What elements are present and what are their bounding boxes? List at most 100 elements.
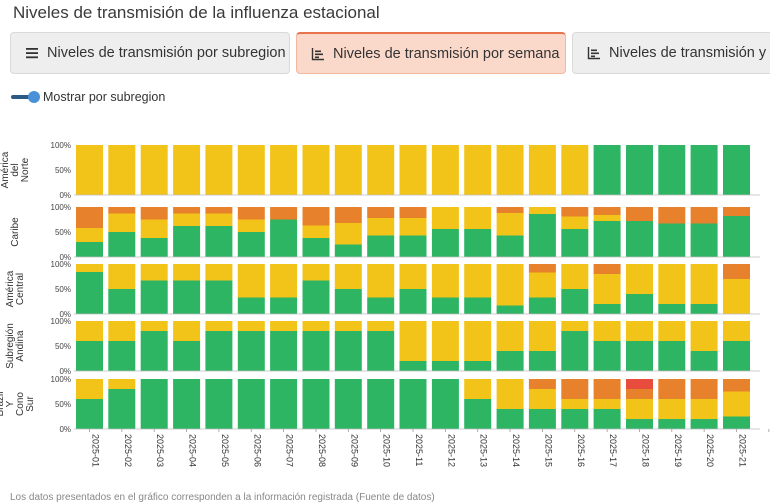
bar-segment: [723, 279, 750, 314]
bar-segment: [76, 228, 103, 242]
bar-segment: [432, 298, 459, 315]
y-tick-label: 50%: [55, 166, 71, 175]
x-tick-label: 2025-13: [479, 434, 489, 467]
bar-segment: [108, 232, 135, 257]
bar-segment: [400, 379, 427, 429]
bar-segment: [205, 281, 232, 315]
bar-segment: [270, 298, 297, 315]
bar-segment: [561, 217, 588, 230]
bar-segment: [303, 321, 330, 331]
tab-bar: Niveles de transmisión por subregion Niv…: [0, 32, 770, 76]
bar-segment: [432, 361, 459, 371]
panel-label: BrazilYConoSur: [0, 391, 36, 416]
bar-segment: [303, 145, 330, 195]
bar-segment: [141, 321, 168, 331]
bar-segment: [238, 321, 265, 331]
bar-segment: [464, 361, 491, 371]
bar-segment: [400, 236, 427, 258]
bar-segment: [270, 264, 297, 298]
bar-segment: [303, 331, 330, 371]
bar-segment: [141, 331, 168, 371]
bar-segment: [238, 379, 265, 429]
bar-segment: [529, 409, 556, 429]
subregion-toggle[interactable]: Mostrar por subregion: [11, 90, 165, 104]
x-tick-label: 2025-02: [123, 434, 133, 467]
bar-segment: [367, 321, 394, 331]
panel-label: AméricaCentral: [5, 270, 26, 307]
bar-segment: [108, 264, 135, 289]
bar-segment: [432, 229, 459, 257]
x-tick-label: 2025-06: [252, 434, 262, 467]
bar-segment: [238, 264, 265, 298]
bar-segment: [497, 207, 524, 213]
toggle-switch[interactable]: [11, 90, 37, 104]
bar-segment: [529, 379, 556, 389]
bar-segment: [497, 321, 524, 351]
bar-segment: [691, 321, 718, 351]
bar-segment: [205, 145, 232, 195]
bar-segment: [691, 351, 718, 371]
bar-segment: [626, 207, 653, 221]
bar-segment: [173, 264, 200, 281]
bar-segment: [76, 272, 103, 314]
bar-segment: [723, 392, 750, 417]
bar-segment: [303, 379, 330, 429]
bar-segment: [561, 264, 588, 289]
bar-segment: [561, 321, 588, 331]
bar-segment: [205, 331, 232, 371]
bar-chart-icon: [311, 47, 325, 61]
bar-segment: [400, 207, 427, 218]
bar-chart-icon: [587, 46, 601, 60]
bar-segment: [108, 321, 135, 341]
bar-segment: [270, 321, 297, 331]
bar-segment: [238, 331, 265, 371]
tab-transmision-y-te[interactable]: Niveles de transmisión y te: [572, 32, 770, 74]
bar-segment: [238, 298, 265, 315]
bar-segment: [270, 220, 297, 258]
bar-segment: [658, 341, 685, 371]
bar-segment: [497, 264, 524, 306]
bar-segment: [108, 145, 135, 195]
bar-segment: [594, 264, 621, 274]
bar-segment: [626, 294, 653, 314]
bar-segment: [561, 331, 588, 371]
bar-segment: [335, 331, 362, 371]
x-tick-label: 2025-14: [511, 434, 521, 467]
bar-segment: [205, 321, 232, 331]
bar-segment: [367, 218, 394, 236]
x-tick-label: 2025-10: [382, 434, 392, 467]
x-tick-label: 2025-11: [414, 434, 424, 466]
bar-segment: [723, 216, 750, 257]
y-tick-label: 100%: [51, 141, 71, 150]
bar-segment: [205, 226, 232, 257]
bar-segment: [464, 264, 491, 298]
bar-segment: [691, 304, 718, 314]
y-tick-label: 100%: [51, 375, 71, 384]
tab-semana[interactable]: Niveles de transmisión por semana: [296, 32, 566, 74]
bar-segment: [529, 351, 556, 371]
bar-segment: [658, 399, 685, 419]
x-tick-label: 2025-04: [188, 434, 198, 467]
bar-segment: [594, 274, 621, 304]
x-tick-label: 2025-03: [155, 434, 165, 467]
bar-segment: [173, 341, 200, 371]
y-tick-label: 0%: [59, 191, 71, 200]
bar-segment: [270, 331, 297, 371]
bar-segment: [141, 264, 168, 281]
bar-segment: [400, 264, 427, 289]
bar-segment: [691, 399, 718, 419]
stacked-bar-chart: 0%50%100%AméricadelNorte0%50%100%Caribe0…: [0, 130, 770, 492]
bar-segment: [626, 399, 653, 419]
bar-segment: [367, 264, 394, 298]
tab-subregion[interactable]: Niveles de transmisión por subregion: [10, 32, 290, 74]
bar-segment: [108, 214, 135, 233]
bar-segment: [691, 224, 718, 258]
bar-segment: [432, 321, 459, 361]
bar-segment: [594, 215, 621, 221]
bar-segment: [497, 379, 524, 409]
bar-segment: [335, 245, 362, 258]
bar-segment: [529, 264, 556, 273]
bar-segment: [335, 264, 362, 289]
bar-segment: [335, 379, 362, 429]
bar-segment: [497, 236, 524, 258]
